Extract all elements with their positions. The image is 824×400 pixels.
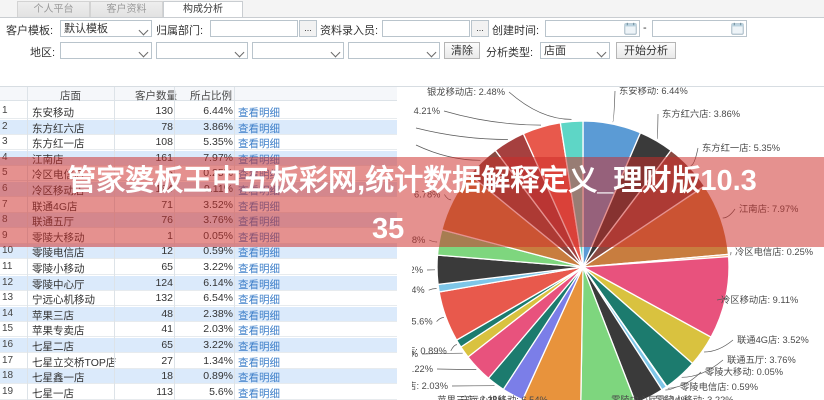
svg-text:数码港联合店: 0.84%: 数码港联合店: 0.84% [412,284,425,295]
svg-text:东方红六店: 3.86%: 东方红六店: 3.86% [662,108,740,119]
svg-text:联通五厅: 3.76%: 联通五厅: 3.76% [727,355,796,365]
svg-text:东方红一店: 5.35%: 东方红一店: 5.35% [702,142,780,153]
svg-text:东安移动: 6.44%: 东安移动: 6.44% [619,87,688,96]
svg-text:零陵中心厅: 6.14%: 零陵中心厅: 6.14% [611,394,689,400]
svg-text:冷区移动店: 9.11%: 冷区移动店: 9.11% [721,294,798,305]
svg-text:零陵大移动: 0.05%: 零陵大移动: 0.05% [705,366,783,377]
svg-text:冷区电信店: 0.25%: 冷区电信店: 0.25% [735,246,813,257]
svg-text:苹果专卖店: 2.03%: 苹果专卖店: 2.03% [412,380,448,391]
svg-text:七星二店: 3.22%: 七星二店: 3.22% [412,363,433,374]
svg-text:七星鑫一店: 0.89%: 七星鑫一店: 0.89% [412,345,447,356]
svg-text:苹果三店: 2.38%: 苹果三店: 2.38% [437,394,506,400]
svg-text:联通4G店: 3.52%: 联通4G店: 3.52% [737,334,809,345]
svg-text:七星一店: 5.6%: 七星一店: 5.6% [412,316,433,327]
svg-text:银龙移动店: 2.48%: 银龙移动店: 2.48% [427,87,505,97]
svg-text:零陵电信店: 0.59%: 零陵电信店: 0.59% [680,381,758,392]
svg-text:银龙联通店: 4.21%: 银龙联通店: 4.21% [412,105,440,116]
svg-text:数码港移动店: 3.2%: 数码港移动店: 3.2% [412,264,423,275]
